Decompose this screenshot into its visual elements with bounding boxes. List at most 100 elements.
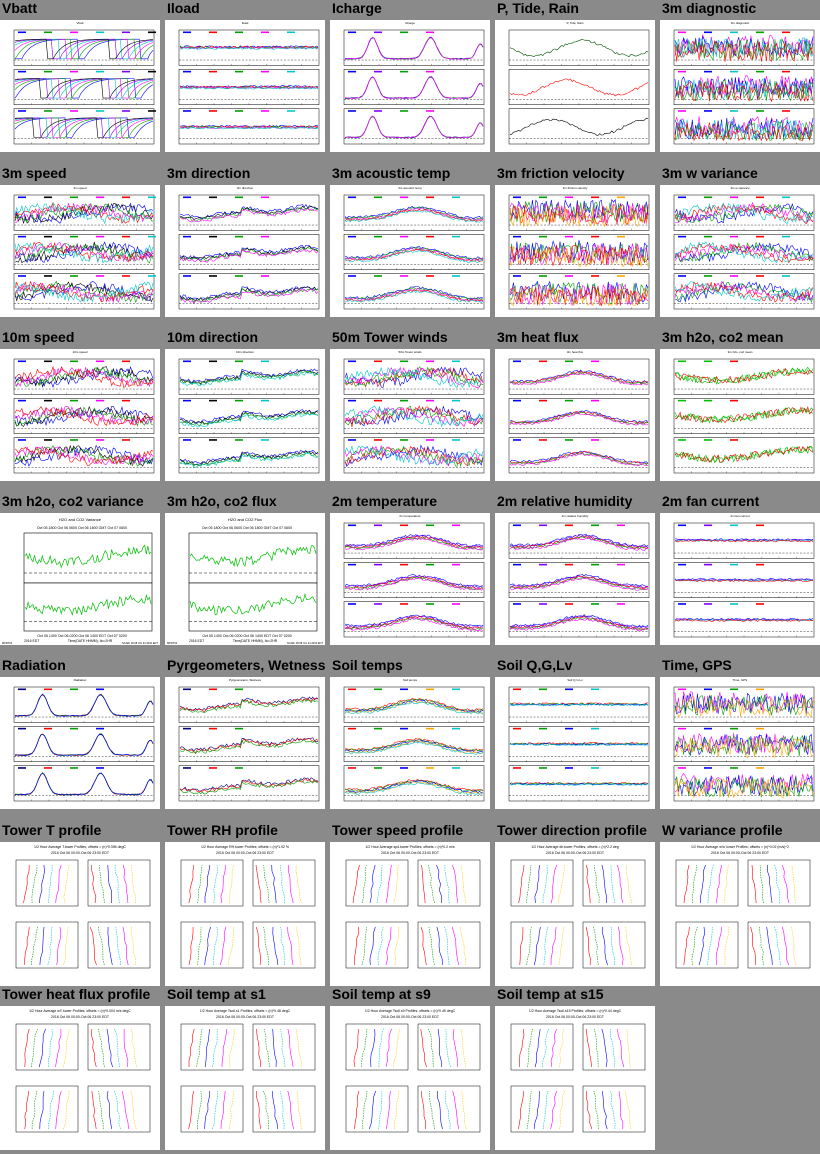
legend-swatch [591,603,599,605]
plot-thumbnail[interactable]: 3m h2o, co2 mean [660,349,820,481]
mini-title: Soil temps [403,678,418,682]
thumbnail-cell[interactable]: 3m h2o, co2 variance H2O and CO2 Variance… [0,493,160,649]
thumbnail-cell[interactable]: Tower direction profile 1/2 Hour Average … [495,822,655,990]
series-line [674,617,814,621]
thumbnail-cell[interactable]: 2m relative humidity 2m relative humidity [495,493,655,649]
thumbnail-cell[interactable]: Soil temp at s15 1/2 Hour Average Tsoil.s… [495,986,655,1154]
series-line [674,737,814,759]
thumbnail-cell[interactable]: 50m Tower winds 50m Tower winds [330,329,490,485]
plot-thumbnail[interactable]: Icharge [330,20,490,152]
thumbnail-cell[interactable]: Vbatt Vbatt [0,0,160,156]
legend-swatch [96,235,104,238]
plot-thumbnail[interactable]: 2m fan current [660,513,820,645]
thumbnail-cell[interactable]: Tower heat flux profile 1/2 Hour Average … [0,986,160,1154]
thumbnail-cell[interactable]: Radiation Radiation [0,657,160,813]
plot-thumbnail[interactable]: Soil Q,G,Lv [495,677,655,809]
profile-panel [87,1023,151,1071]
plot-thumbnail[interactable]: 10m speed [0,349,160,481]
thumbnail-cell[interactable]: 2m fan current 2m fan current [660,493,820,649]
profile-line [444,1090,451,1130]
thumbnail-cell[interactable]: Tower T profile 1/2 Hour Average T.tower … [0,822,160,990]
plot-thumbnail[interactable]: 3m speed [0,185,160,317]
plot-thumbnail[interactable]: 10m direction [165,349,325,481]
thumbnail-cell[interactable]: 3m speed 3m speed [0,165,160,321]
thumbnail-cell[interactable]: 10m speed 10m speed [0,329,160,485]
thumbnail-cell[interactable]: Soil temp at s9 1/2 Hour Average Tsoil.s9… [330,986,490,1154]
plot-thumbnail[interactable]: Vbatt [0,20,160,152]
plot-thumbnail[interactable]: Radiation [0,677,160,809]
series-line [344,287,484,301]
plot-thumbnail[interactable]: H2O and CO2 Flux Oct 05 1800 Oct 06 0600 … [165,513,325,645]
plot-thumbnail[interactable]: 1/2 Hour Average spd.tower Profiles; off… [330,842,490,986]
series-line [14,281,154,303]
thumbnail-cell[interactable]: 2m temperature 2m temperature [330,493,490,649]
thumbnail-cell[interactable]: 3m acoustic temp 3m acoustic temp [330,165,490,321]
thumbnail-cell[interactable]: Tower RH profile 1/2 Hour Average RH.towe… [165,822,325,990]
plot-thumbnail[interactable]: 1/2 Hour Average w'w'.tower Profiles; of… [660,842,820,986]
plot-thumbnail[interactable]: 50m Tower winds [330,349,490,481]
plot-thumbnail[interactable]: 1/2 Hour Average Tsoil.s15 Profiles; off… [495,1006,655,1150]
profile-line [196,1028,203,1068]
thumbnail-cell[interactable]: 3m heat flux 3m heat flux [495,329,655,485]
plot-thumbnail[interactable]: 3m acoustic temp [330,185,490,317]
plot-thumbnail[interactable]: Pyrgeometers, Wetness [165,677,325,809]
plot-thumbnail[interactable]: 3m diagnostic [660,20,820,152]
profile-line [724,926,730,966]
plot-thumbnail[interactable]: 3m friction velocity [495,185,655,317]
plot-thumbnail[interactable]: 3m heat flux [495,349,655,481]
thumbnail-cell[interactable]: 3m h2o, co2 flux H2O and CO2 Flux Oct 05 1… [165,493,325,649]
plot-thumbnail[interactable]: 1/2 Hour Average Tsoil.s9 Profiles; offs… [330,1006,490,1150]
legend-swatch [782,196,790,199]
plot-thumbnail[interactable]: 2m temperature [330,513,490,645]
thumbnail-cell[interactable]: Time, GPS Time, GPS [660,657,820,813]
thumbnail-cell[interactable]: 3m w variance 3m w variance [660,165,820,321]
thumbnail-cell[interactable]: Icharge Icharge [330,0,490,156]
legend-swatch [374,31,382,34]
thumbnail-cell[interactable]: Soil temp at s1 1/2 Hour Average Tsoil.s1… [165,986,325,1154]
series-line [674,539,814,543]
thumbnail-cell[interactable]: Soil Q,G,Lv Soil Q,G,Lv [495,657,655,813]
profile-panel [747,921,811,969]
time-bottom-label: Oct 05 1400 Oct 06 0200 Oct 06 1400 EDT … [37,634,126,638]
plot-thumbnail[interactable]: 1/2 Hour Average w't'.tower Profiles; of… [0,1006,160,1150]
plot-thumbnail[interactable]: 1/2 Hour Average dir.tower Profiles; off… [495,842,655,986]
profile-line [527,1028,533,1068]
thumbnail-cell[interactable]: 10m direction 10m direction [165,329,325,485]
thumbnail-cell[interactable]: 3m friction velocity 3m friction velocity [495,165,655,321]
plot-thumbnail[interactable]: P, Tide, Rain [495,20,655,152]
legend-swatch [452,360,460,363]
thumbnail-cell[interactable]: Iload Iload [165,0,325,156]
plot-thumbnail[interactable]: Time, GPS [660,677,820,809]
plot-thumbnail[interactable]: 1/2 Hour Average T.tower Profiles; offse… [0,842,160,986]
plot-thumbnail[interactable]: 1/2 Hour Average Tsoil.s1 Profiles; offs… [165,1006,325,1150]
plot-thumbnail[interactable]: 2m relative humidity [495,513,655,645]
legend-swatch [96,275,104,277]
series-line [509,743,649,747]
series-line [509,244,649,267]
series-line [179,287,319,303]
thumbnail-cell[interactable]: 3m h2o, co2 mean 3m h2o, co2 mean [660,329,820,485]
plot-thumbnail[interactable]: H2O and CO2 Variance Oct 05 1800 Oct 06 0… [0,513,160,645]
plot-thumbnail[interactable]: Soil temps [330,677,490,809]
thumbnail-cell[interactable]: W variance profile 1/2 Hour Average w'w'.… [660,822,820,990]
plot-thumbnail[interactable]: 1/2 Hour Average RH.tower Profiles; offs… [165,842,325,986]
legend-swatch [513,563,521,566]
profile-line [550,926,557,966]
time-top-label: Oct 05 1800 Oct 06 0600 Oct 06 1800 GMT … [202,526,292,530]
legend-swatch [539,360,547,363]
thumbnail-cell[interactable]: 3m diagnostic 3m diagnostic [660,0,820,156]
profile-line [256,1028,261,1067]
profile-line [444,864,450,904]
thumbnail-cell[interactable]: Soil temps Soil temps [330,657,490,813]
mini-title: 3m direction [237,186,254,190]
series-line [179,778,319,793]
thumbnail-cell[interactable]: P, Tide, Rain P, Tide, Rain [495,0,655,156]
plot-thumbnail[interactable]: 3m w variance [660,185,820,317]
plot-thumbnail[interactable]: 3m direction [165,185,325,317]
thumbnail-cell[interactable]: Pyrgeometers, Wetness Pyrgeometers, Wetne… [165,657,325,813]
thumbnail-cell[interactable]: Tower speed profile 1/2 Hour Average spd.… [330,822,490,990]
thumbnail-title: Tower heat flux profile [2,986,151,1002]
plot-panel [188,532,318,584]
plot-thumbnail[interactable]: Iload [165,20,325,152]
thumbnail-cell[interactable]: 3m direction 3m direction [165,165,325,321]
